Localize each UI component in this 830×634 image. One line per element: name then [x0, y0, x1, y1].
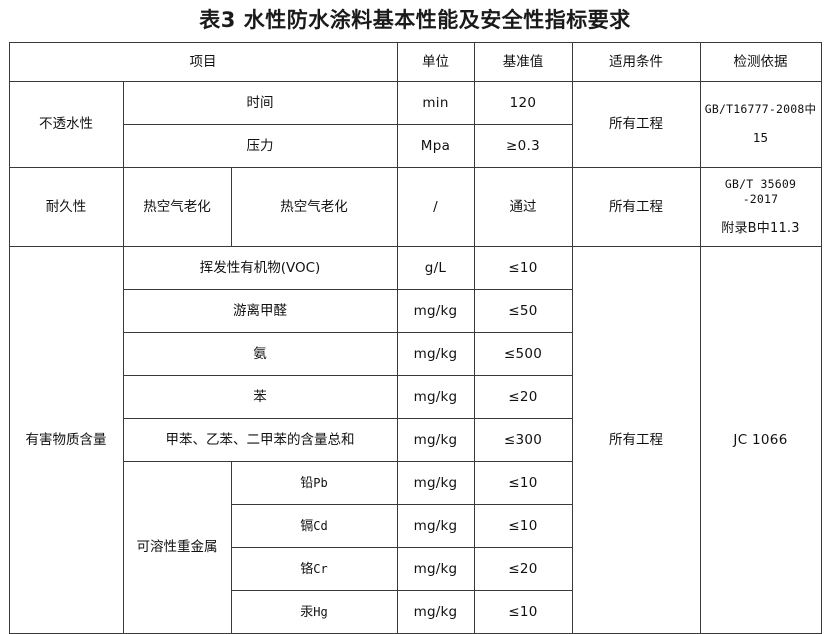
value-ammonia: ≤500 — [473, 332, 573, 376]
table-row: 耐久性 热空气老化 热空气老化 / 通过 所有工程 GB/T 35609 -20… — [8, 167, 822, 247]
table-row: 不透水性 时间 min 120 所有工程 GB/T16777-2008中 15 — [8, 81, 822, 168]
header-standard-value: 基准值 — [473, 42, 573, 82]
value-time: 120 — [473, 81, 573, 125]
unit-cadmium: mg/kg — [396, 504, 475, 548]
table-row: 苯 mg/kg ≤20 — [9, 375, 821, 419]
item-lead: 铅Pb — [230, 461, 398, 505]
item-formaldehyde: 游离甲醛 — [122, 289, 398, 333]
item-pressure: 压力 — [122, 124, 398, 168]
subgroup-label-soluble-heavy-metals: 可溶性重金属 — [122, 461, 232, 634]
item-cadmium-cn: 镉 — [300, 518, 314, 534]
value-formaldehyde: ≤50 — [473, 289, 573, 333]
value-lead: ≤10 — [473, 461, 573, 505]
table-header-row: 项目 单位 基准值 适用条件 检测依据 — [8, 42, 822, 82]
group-label-harmful-substances: 有害物质含量 — [8, 246, 124, 634]
condition-impermeability: 所有工程 — [571, 81, 701, 168]
unit-time: min — [396, 81, 475, 125]
table-row: 游离甲醛 mg/kg ≤50 — [9, 289, 821, 333]
table-row: 甲苯、乙苯、二甲苯的含量总和 mg/kg ≤300 — [9, 418, 821, 462]
basis-line-1: GB/T 35609 -2017 — [724, 176, 797, 207]
basis-line-1: GB/T16777-2008中 — [704, 102, 817, 117]
header-item: 项目 — [8, 42, 398, 82]
table-row: 镉Cd mg/kg ≤10 — [9, 504, 821, 548]
value-chromium: ≤20 — [473, 547, 573, 591]
item-mercury-symbol: Hg — [313, 604, 328, 619]
unit-mercury: mg/kg — [396, 590, 475, 634]
unit-benzene: mg/kg — [396, 375, 475, 419]
table-row: 氨 mg/kg ≤500 — [9, 332, 821, 376]
item-mercury: 汞Hg — [230, 590, 398, 634]
table-row: 有害物质含量 挥发性有机物(VOC) g/L ≤10 所有工程 JC 1066 — [8, 246, 822, 634]
basis-harmful-substances: JC 1066 — [699, 246, 822, 634]
item-chromium-symbol: Cr — [313, 561, 328, 576]
group-label-impermeability: 不透水性 — [8, 81, 124, 168]
condition-harmful-substances: 所有工程 — [571, 246, 701, 634]
item-time: 时间 — [122, 81, 398, 125]
item-hot-air-aging: 热空气老化 — [230, 167, 398, 247]
page-title: 表3 水性防水涂料基本性能及安全性指标要求 — [199, 8, 631, 32]
subitem-hot-air-aging: 热空气老化 — [122, 167, 232, 247]
condition-durability: 所有工程 — [571, 167, 701, 247]
unit-ammonia: mg/kg — [396, 332, 475, 376]
header-applicable-condition: 适用条件 — [571, 42, 701, 82]
item-lead-symbol: Pb — [313, 475, 328, 490]
item-chromium: 铬Cr — [230, 547, 398, 591]
unit-hot-air-aging: / — [396, 167, 475, 247]
item-ammonia: 氨 — [122, 332, 398, 376]
item-chromium-cn: 铬 — [300, 561, 314, 577]
item-voc: 挥发性有机物(VOC) — [122, 246, 398, 290]
item-toluene-sum: 甲苯、乙苯、二甲苯的含量总和 — [122, 418, 398, 462]
unit-lead: mg/kg — [396, 461, 475, 505]
value-benzene: ≤20 — [473, 375, 573, 419]
unit-pressure: Mpa — [396, 124, 475, 168]
value-toluene-sum: ≤300 — [473, 418, 573, 462]
item-lead-cn: 铅 — [300, 475, 314, 491]
unit-toluene-sum: mg/kg — [396, 418, 475, 462]
basis-durability: GB/T 35609 -2017 附录B中11.3 — [699, 167, 822, 247]
table-page: 表3 水性防水涂料基本性能及安全性指标要求 项目 单位 基准值 适用条件 检测依… — [8, 8, 822, 634]
header-test-basis: 检测依据 — [699, 42, 822, 82]
item-mercury-cn: 汞 — [300, 604, 314, 620]
basis-line-2: 15 — [752, 129, 769, 145]
value-hot-air-aging: 通过 — [473, 167, 573, 247]
item-benzene: 苯 — [122, 375, 398, 419]
value-pressure: ≥0.3 — [473, 124, 573, 168]
unit-formaldehyde: mg/kg — [396, 289, 475, 333]
spec-table: 项目 单位 基准值 适用条件 检测依据 不透水性 时间 min 120 所有工程… — [8, 42, 822, 634]
header-unit: 单位 — [396, 42, 475, 82]
unit-chromium: mg/kg — [396, 547, 475, 591]
value-cadmium: ≤10 — [473, 504, 573, 548]
value-voc: ≤10 — [473, 246, 573, 290]
value-mercury: ≤10 — [473, 590, 573, 634]
basis-line-2: 附录B中11.3 — [721, 220, 800, 236]
group-label-durability: 耐久性 — [8, 167, 124, 247]
item-cadmium: 镉Cd — [230, 504, 398, 548]
basis-impermeability: GB/T16777-2008中 15 — [699, 81, 822, 168]
unit-voc: g/L — [396, 246, 475, 290]
item-cadmium-symbol: Cd — [313, 518, 328, 533]
table-row: 压力 Mpa ≥0.3 — [9, 124, 821, 168]
